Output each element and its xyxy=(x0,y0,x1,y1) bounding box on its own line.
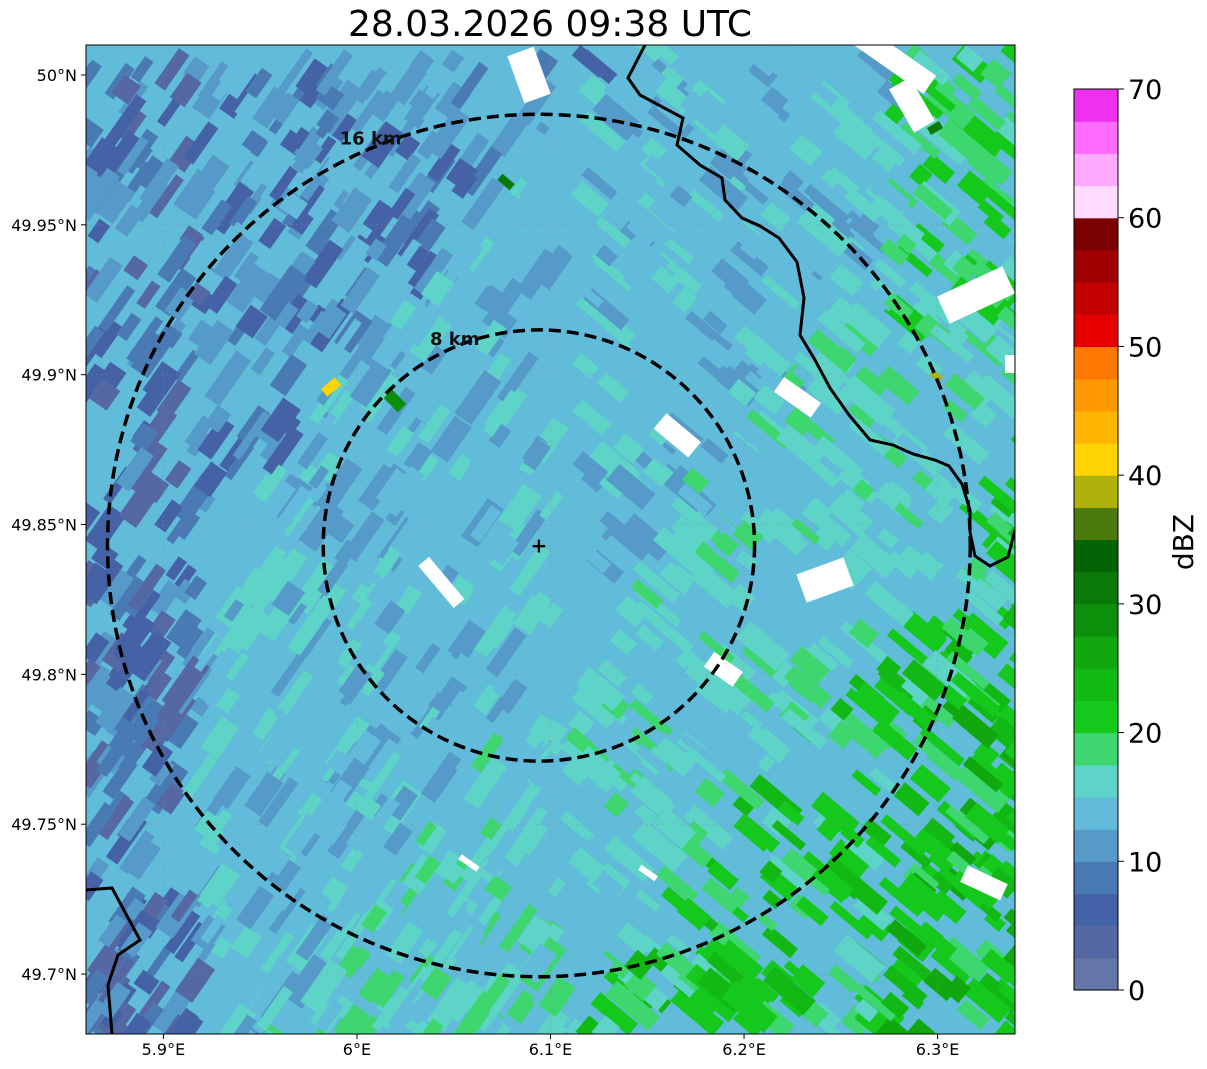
country-border-east xyxy=(626,45,1015,568)
colorbar-title: dBZ xyxy=(1167,514,1200,570)
colorbar-swatch xyxy=(1074,442,1118,476)
lat-tick-label: 49.8°N xyxy=(21,665,77,684)
colorbar-tick-label: 60 xyxy=(1128,204,1162,235)
lon-tick-label: 6.2°E xyxy=(722,1040,766,1059)
colorbar-tick-label: 70 xyxy=(1128,75,1162,106)
colorbar: 0 10 20 30 40 50 60 70 dBZ xyxy=(1073,75,1200,1007)
colorbar-swatch xyxy=(1074,829,1118,862)
lat-tick-label: 49.85°N xyxy=(11,516,77,535)
lat-tick-label: 49.95°N xyxy=(11,216,77,235)
colorbar-swatch xyxy=(1074,121,1118,154)
no-echo-patches xyxy=(418,45,1015,901)
colorbar-swatch xyxy=(1074,314,1118,348)
colorbar-swatch xyxy=(1074,89,1118,122)
colorbar-swatch xyxy=(1074,249,1118,283)
colorbar-swatch xyxy=(1074,346,1118,380)
lon-tick-label: 6°E xyxy=(343,1040,371,1059)
colorbar-swatch xyxy=(1074,153,1118,187)
colorbar-tick-label: 50 xyxy=(1128,332,1162,363)
lat-tick-label: 49.7°N xyxy=(21,965,77,984)
colorbar-tick-label: 10 xyxy=(1128,847,1162,878)
colorbar-swatch xyxy=(1074,893,1118,927)
lat-tick-label: 50°N xyxy=(37,66,77,85)
colorbar-swatch xyxy=(1074,507,1118,541)
colorbar-tick-label: 0 xyxy=(1128,976,1145,1007)
lon-tick-label: 5.9°E xyxy=(142,1040,186,1059)
colorbar-swatch xyxy=(1074,764,1118,798)
lon-tick-label: 6.3°E xyxy=(916,1040,960,1059)
colorbar-swatch xyxy=(1074,282,1118,315)
lat-tick-label: 49.75°N xyxy=(11,815,77,834)
range-ring-label-16km: 16 km xyxy=(340,128,402,149)
lat-tick-label: 49.9°N xyxy=(21,366,77,385)
colorbar-tick-label: 20 xyxy=(1128,719,1162,750)
range-ring-16km xyxy=(105,112,972,979)
colorbar-tick-label: 40 xyxy=(1128,461,1162,492)
colorbar-swatch xyxy=(1074,796,1118,830)
colorbar-swatch xyxy=(1074,410,1118,444)
colorbar-swatch xyxy=(1074,957,1118,991)
colorbar-swatch xyxy=(1074,603,1118,637)
reflectivity-field xyxy=(86,45,1015,1034)
country-border-southwest xyxy=(86,886,142,1034)
range-ring-8km xyxy=(321,328,757,763)
colorbar-swatch xyxy=(1074,861,1118,895)
colorbar-swatch xyxy=(1074,539,1118,573)
border-lines xyxy=(86,45,1015,1034)
chart-title: 28.03.2026 09:38 UTC xyxy=(347,4,753,45)
radar-site-marker: + xyxy=(531,533,548,557)
colorbar-swatch xyxy=(1074,700,1118,734)
colorbar-swatch xyxy=(1074,378,1118,412)
range-rings: 8 km 16 km + xyxy=(105,112,972,979)
strong-echo-spots xyxy=(320,121,944,413)
range-ring-label-8km: 8 km xyxy=(430,329,480,350)
colorbar-tick-label: 30 xyxy=(1128,590,1162,621)
colorbar-swatch xyxy=(1074,571,1118,605)
colorbar-swatch xyxy=(1074,185,1118,219)
colorbar-swatch xyxy=(1074,732,1118,766)
colorbar-swatch xyxy=(1074,636,1118,669)
colorbar-swatch xyxy=(1074,475,1118,508)
colorbar-swatch xyxy=(1074,668,1118,701)
colorbar-swatch xyxy=(1074,925,1118,959)
map-axes: 5.9°E 6°E 6.1°E 6.2°E 6.3°E 50°N 49.95°N 49.9°N… xyxy=(11,66,959,1059)
lon-tick-label: 6.1°E xyxy=(529,1040,573,1059)
colorbar-swatch xyxy=(1074,217,1118,251)
